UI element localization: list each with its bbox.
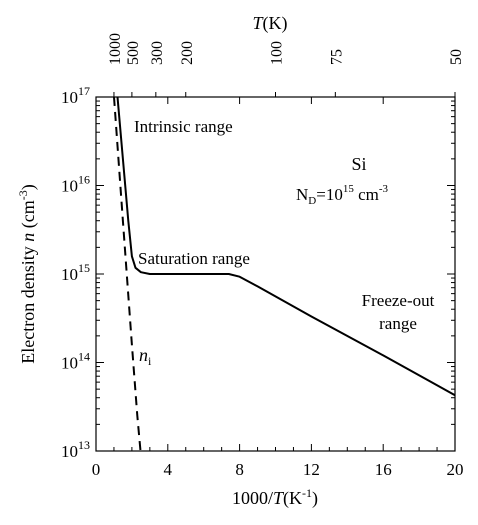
x-axis-title-close: ) bbox=[312, 488, 318, 509]
top-tick-label: 75 bbox=[328, 49, 345, 65]
y-axis-title-b: (cm bbox=[18, 200, 39, 232]
annotation-freeze-line1: Freeze-out bbox=[362, 291, 435, 310]
left-axis: 1013 1014 1015 1016 1017 bbox=[61, 84, 455, 461]
y-axis-title-sup: -3 bbox=[16, 190, 30, 200]
top-tick-label: 1000 bbox=[107, 33, 124, 65]
top-tick-label: 200 bbox=[179, 41, 196, 65]
x-axis-title: 1000/T(K-1) bbox=[232, 486, 318, 509]
annotation-ni-sub: i bbox=[148, 354, 152, 368]
annotation-freeze-line2: range bbox=[379, 314, 417, 333]
x-tick-label: 12 bbox=[303, 460, 320, 479]
x-axis-title-var: T bbox=[273, 488, 285, 508]
y-tick-label: 1014 bbox=[61, 350, 90, 373]
annotation-doping-exp: 15 bbox=[343, 183, 355, 195]
annotation-doping-n: N bbox=[296, 185, 308, 204]
top-tick-label: 100 bbox=[269, 41, 286, 65]
annotation-saturation: Saturation range bbox=[138, 249, 250, 268]
annotation-ni: ni bbox=[139, 345, 152, 368]
top-tick-label: 300 bbox=[149, 41, 166, 65]
y-axis-title-close: ) bbox=[18, 184, 39, 190]
annotation-intrinsic: Intrinsic range bbox=[134, 117, 233, 136]
top-axis-title-var: T bbox=[252, 13, 264, 33]
top-tick-label: 500 bbox=[125, 41, 142, 65]
y-axis-title: Electron density n (cm-3) bbox=[16, 184, 39, 363]
y-tick-label: 1013 bbox=[61, 438, 90, 461]
x-tick-label: 4 bbox=[164, 460, 173, 479]
annotation-doping-eq: =10 bbox=[316, 185, 343, 204]
x-axis-title-a: 1000/ bbox=[232, 488, 273, 508]
y-tick-label: 1016 bbox=[61, 173, 90, 196]
y-axis-title-var: n bbox=[18, 233, 38, 242]
y-tick-label: 1015 bbox=[61, 261, 90, 284]
annotation-doping: ND=1015 cm-3 bbox=[296, 183, 389, 207]
annotation-material: Si bbox=[351, 154, 366, 174]
x-axis-title-b: (K bbox=[283, 488, 302, 509]
annotation-doping-sub: D bbox=[308, 195, 316, 207]
x-tick-label: 8 bbox=[235, 460, 244, 479]
bottom-axis: 0 4 8 12 16 20 bbox=[92, 97, 464, 479]
series-layer bbox=[113, 96, 456, 456]
annotation-ni-var: n bbox=[139, 345, 148, 365]
top-tick-label: 50 bbox=[448, 49, 465, 65]
x-axis-title-sup: -1 bbox=[302, 486, 312, 500]
y-tick-label: 1017 bbox=[61, 84, 90, 107]
series-ni bbox=[113, 96, 142, 456]
top-axis-title-unit: (K) bbox=[263, 13, 288, 34]
x-tick-label: 0 bbox=[92, 460, 101, 479]
top-axis-title: T(K) bbox=[252, 13, 287, 34]
y-axis-title-a: Electron density bbox=[18, 242, 38, 364]
x-tick-label: 20 bbox=[447, 460, 464, 479]
x-tick-label: 16 bbox=[375, 460, 392, 479]
annotation-doping-unit: cm bbox=[354, 185, 379, 204]
series-n bbox=[116, 96, 456, 397]
annotation-doping-unit-exp: -3 bbox=[379, 183, 389, 195]
top-axis: 1000 500 300 200 100 75 50 bbox=[107, 33, 465, 97]
